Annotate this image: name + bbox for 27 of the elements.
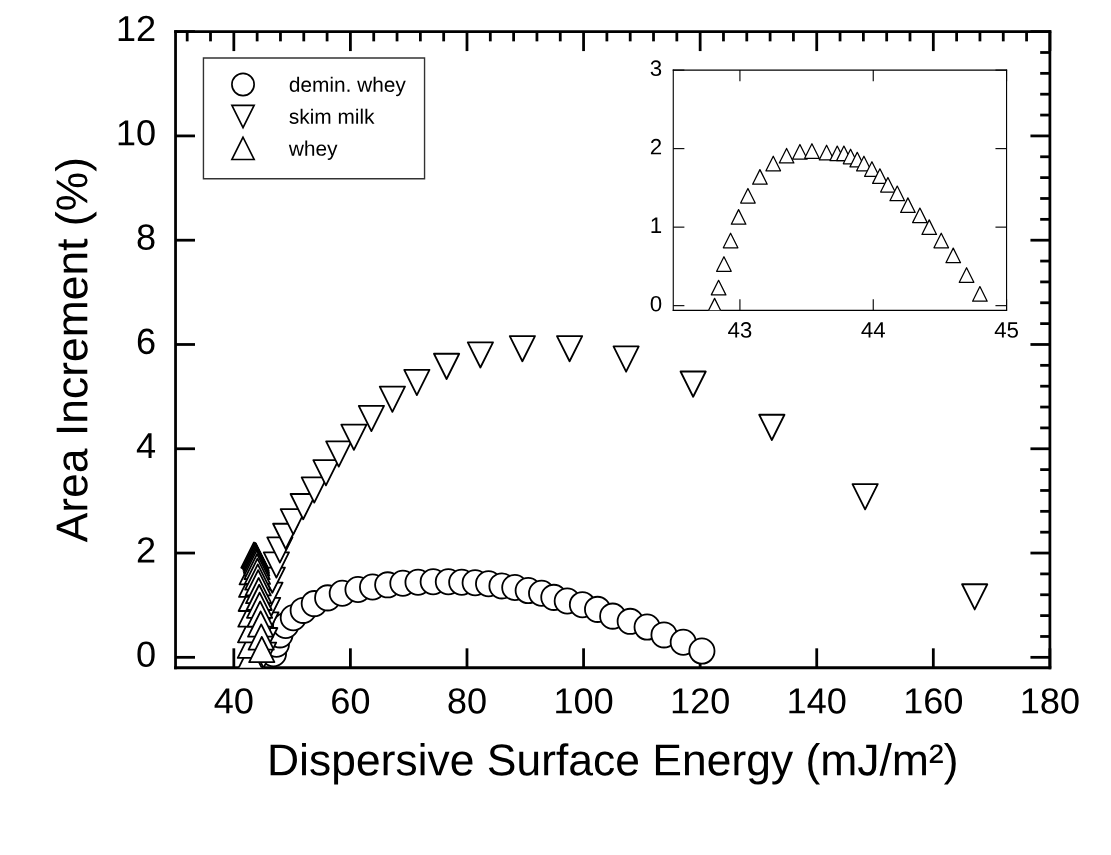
y-tick-label: 0 — [650, 295, 662, 312]
x-tick-label: 140 — [789, 688, 846, 714]
x-tick-label: 80 — [448, 688, 486, 714]
y-tick-label: 2 — [137, 537, 155, 563]
x-tick-label: 43 — [728, 322, 752, 338]
y-tick-label: 8 — [137, 224, 155, 250]
x-tick-label: 60 — [332, 688, 370, 714]
x-tick-label: 44 — [861, 322, 885, 338]
y-tick-label: 12 — [118, 15, 155, 41]
legend-label: demin. whey — [289, 76, 406, 97]
legend-label: whey — [288, 140, 338, 160]
legend-label: skim milk — [289, 108, 375, 124]
y-tick-label: 6 — [137, 328, 155, 355]
y-tick-label: 1 — [651, 217, 662, 233]
x-tick-label: 40 — [214, 688, 253, 714]
x-tick-label: 120 — [672, 688, 729, 714]
y-tick-label: 0 — [137, 641, 155, 668]
x-tick-label: 100 — [556, 688, 613, 714]
x-tick-label: 160 — [905, 688, 963, 714]
y-axis-title: Area Increment (%) — [55, 159, 97, 543]
x-tick-label: 180 — [1022, 688, 1079, 714]
y-tick-label: 2 — [650, 138, 662, 155]
y-tick-label: 4 — [136, 433, 156, 459]
x-tick-label: 45 — [994, 322, 1018, 338]
x-axis-title: Dispersive Surface Energy (mJ/m²) — [270, 743, 956, 785]
y-tick-label: 3 — [650, 60, 662, 77]
y-tick-label: 10 — [118, 120, 155, 146]
